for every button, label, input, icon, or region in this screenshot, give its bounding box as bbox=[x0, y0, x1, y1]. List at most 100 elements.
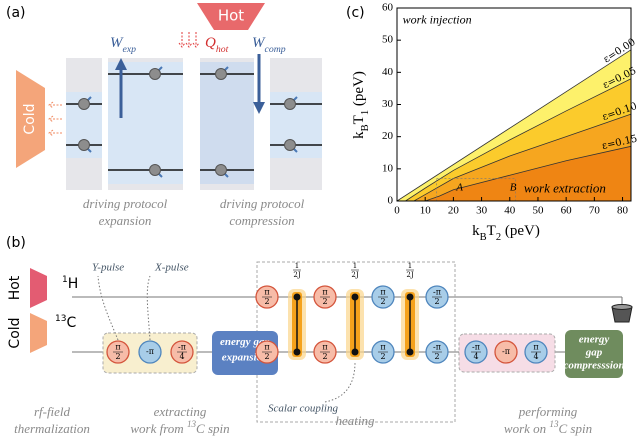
x-axis-label: kBT2 (peV) bbox=[472, 223, 540, 242]
hot-reservoir bbox=[30, 268, 47, 308]
heat-arrow bbox=[179, 32, 185, 47]
point-label: B bbox=[510, 182, 517, 194]
spin bbox=[216, 69, 227, 80]
pulse-denominator: 2 bbox=[264, 352, 269, 361]
heat-arrow bbox=[49, 116, 62, 122]
delay-denominator: 2J bbox=[406, 271, 413, 279]
spin bbox=[79, 99, 90, 110]
caption: heating bbox=[336, 413, 375, 428]
panel-label: (c) bbox=[346, 5, 365, 21]
pulse-numerator: π bbox=[115, 343, 120, 352]
y-pulse-label: Y-pulse bbox=[92, 262, 124, 274]
text-part: work from bbox=[130, 421, 187, 436]
text-part: work on bbox=[504, 421, 550, 436]
symbol: Q bbox=[205, 35, 216, 51]
text-part: (peV) bbox=[351, 71, 367, 110]
x-tick-label: 60 bbox=[561, 205, 573, 217]
pulse-numerator: -π bbox=[178, 343, 186, 352]
pulse-denominator: 2 bbox=[380, 352, 385, 361]
text-part: energy bbox=[220, 336, 251, 348]
caption: thermalization bbox=[14, 421, 90, 436]
panel-label: (b) bbox=[6, 235, 26, 251]
q-hot-label: Qhot bbox=[205, 35, 229, 54]
x-pulse-label: X-pulse bbox=[154, 262, 189, 274]
caption: rf-field bbox=[34, 404, 71, 419]
caption: performing bbox=[518, 404, 578, 419]
pulse-denominator: 2 bbox=[115, 352, 120, 361]
x-tick-label: 30 bbox=[476, 205, 488, 217]
y-axis-label: kBT1 (peV) bbox=[351, 71, 370, 139]
y-tick-label: 10 bbox=[382, 162, 394, 174]
work-arrow-head bbox=[253, 102, 265, 114]
y-tick-label: 20 bbox=[382, 130, 394, 142]
coupling-dot bbox=[352, 349, 359, 356]
coupling-dot bbox=[294, 349, 301, 356]
level-band bbox=[200, 62, 254, 184]
spin bbox=[79, 140, 90, 151]
hot-label: Hot bbox=[7, 275, 23, 300]
annotation: work injection bbox=[403, 13, 472, 27]
delay-denominator: 2J bbox=[351, 271, 358, 279]
x-tick-label: 10 bbox=[420, 205, 432, 217]
superscript: 13 bbox=[55, 314, 66, 324]
pulse-denominator: 2 bbox=[322, 352, 327, 361]
cold-reservoir bbox=[30, 313, 47, 353]
y-tick-label: 60 bbox=[382, 2, 394, 14]
annotation-arrow bbox=[147, 276, 150, 340]
coupling-dot bbox=[407, 294, 414, 301]
compression-label: compresssion bbox=[563, 360, 624, 372]
x-tick-label: 80 bbox=[617, 205, 629, 217]
pulse-numerator: π bbox=[380, 288, 385, 297]
text-part: C spin bbox=[196, 421, 230, 436]
pulse-numerator: -π bbox=[433, 343, 441, 352]
delay-numerator: 1 bbox=[408, 262, 412, 270]
caption: extracting bbox=[154, 404, 207, 419]
spin bbox=[150, 69, 161, 80]
text-part: T bbox=[487, 223, 496, 239]
heat-arrow bbox=[186, 32, 192, 47]
pulse-numerator: -π bbox=[472, 343, 480, 352]
annotation-arrow bbox=[325, 362, 355, 402]
text-part: thermalization bbox=[14, 421, 90, 436]
pulse-numerator: π bbox=[380, 343, 385, 352]
coupling-dot bbox=[407, 349, 414, 356]
x-tick-label: 0 bbox=[394, 205, 400, 217]
pulse-denominator: 4 bbox=[179, 352, 184, 361]
heat-arrow bbox=[193, 32, 199, 47]
delay-numerator: 1 bbox=[295, 262, 299, 270]
cold-label: Cold bbox=[22, 103, 38, 134]
annotation-arrow bbox=[98, 276, 118, 340]
text-part: heating bbox=[336, 413, 375, 428]
pulse-denominator: 4 bbox=[533, 352, 538, 361]
x-tick-label: 20 bbox=[448, 205, 460, 217]
pulse-numerator: -π bbox=[433, 288, 441, 297]
caption: driving protocol bbox=[83, 196, 168, 211]
y-tick-label: 0 bbox=[388, 195, 394, 207]
subscript: B bbox=[480, 232, 487, 243]
subscript: hot bbox=[216, 44, 229, 55]
pulse-numerator: π bbox=[322, 288, 327, 297]
symbol: C bbox=[66, 315, 76, 331]
spin bbox=[150, 165, 161, 176]
x-tick-label: 40 bbox=[504, 205, 516, 217]
caption: work on 13C spin bbox=[504, 419, 592, 436]
pulse-denominator: 2 bbox=[434, 297, 439, 306]
heat-arrow bbox=[49, 130, 62, 136]
pulse-angle: -π bbox=[146, 347, 154, 356]
pulse-numerator: π bbox=[533, 343, 538, 352]
figure: (a)HotColdWexpQhotWcompdriving protocole… bbox=[0, 0, 637, 445]
pulse-denominator: 2 bbox=[322, 297, 327, 306]
spin-species: 1H bbox=[62, 275, 78, 293]
pulse-numerator: π bbox=[264, 343, 269, 352]
caption: expansion bbox=[99, 213, 152, 228]
pulse-denominator: 2 bbox=[434, 352, 439, 361]
spin bbox=[216, 165, 227, 176]
pulse-angle: -π bbox=[502, 347, 510, 356]
compression-label: gap bbox=[585, 347, 603, 359]
pulse-denominator: 2 bbox=[380, 297, 385, 306]
text-part: T bbox=[351, 115, 367, 124]
heat-arrow bbox=[49, 102, 62, 108]
bucket-rim bbox=[612, 305, 632, 310]
text-part: performing bbox=[518, 404, 578, 419]
subscript: B bbox=[360, 124, 371, 131]
